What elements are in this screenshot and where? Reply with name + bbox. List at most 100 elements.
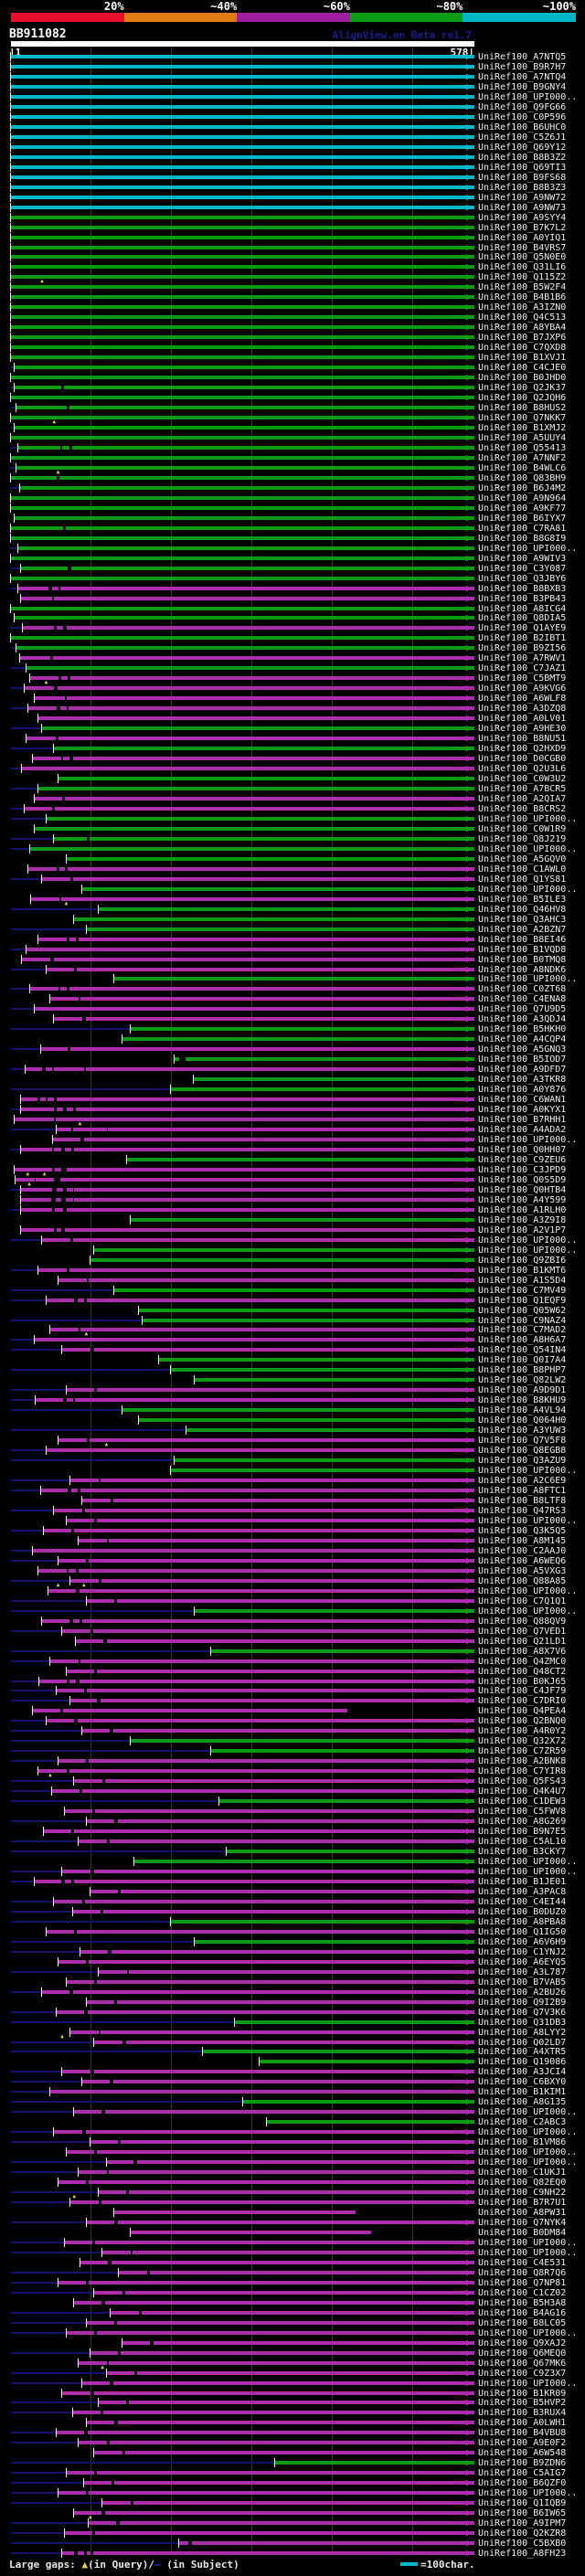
hit-row[interactable]: ▲ ▶ UniRef100_C7MAD2 xyxy=(0,1324,585,1337)
hit-row[interactable]: ▶ UniRef100_B7R7U1 xyxy=(0,2197,585,2209)
hit-row[interactable]: ▲ ▶ UniRef100_C9NH22 xyxy=(0,2187,585,2200)
hit-label[interactable]: UniRef100_Q4K4U7 xyxy=(478,1786,567,1797)
hit-row[interactable]: ▶ UniRef100_A5GNQ3 xyxy=(0,1044,585,1055)
hit-row[interactable]: ▶ UniRef100_UPI000.. xyxy=(0,2378,585,2390)
hit-label[interactable]: UniRef100_Q9ZBI6 xyxy=(478,1255,567,1266)
hit-row[interactable]: ▶ UniRef100_C2ABC3 xyxy=(0,2116,585,2128)
hit-label[interactable]: UniRef100_B0TMQ8 xyxy=(478,954,567,965)
hit-row[interactable]: ▶ UniRef100_C1DEW3 xyxy=(0,1796,585,1807)
hit-row[interactable]: ▲ ▶ UniRef100_B7RHH1 xyxy=(0,1114,585,1127)
hit-label[interactable]: UniRef100_Q7NP81 xyxy=(478,2277,567,2288)
hit-row[interactable]: ▶ UniRef100_UPI000.. xyxy=(0,2487,585,2499)
hit-row[interactable]: ▶ UniRef100_B3CKY7 xyxy=(0,1846,585,1858)
hit-label[interactable]: UniRef100_B8LC05 xyxy=(478,2317,567,2328)
hit-label[interactable]: UniRef100_A8ICG4 xyxy=(478,603,567,614)
hit-row[interactable]: ▶ UniRef100_B8G8I9 xyxy=(0,533,585,545)
hit-label[interactable]: UniRef100_A5GNQ3 xyxy=(478,1044,567,1055)
hit-label[interactable]: UniRef100_A7NTQ4 xyxy=(478,71,567,82)
hit-row[interactable]: ▶ UniRef100_Q4ZMC0 xyxy=(0,1656,585,1668)
hit-row[interactable]: ▶ UniRef100_A6WEQ6 xyxy=(0,1555,585,1567)
hit-row[interactable]: ▶ UniRef100_Q1AYE9 xyxy=(0,622,585,634)
hit-row[interactable]: ▶ UniRef100_Q1IG50 xyxy=(0,1926,585,1938)
hit-row[interactable]: ▶ UniRef100_Q05W62 xyxy=(0,1305,585,1317)
hit-label[interactable]: UniRef100_C7QXD8 xyxy=(478,343,567,354)
hit-row[interactable]: ▶ UniRef100_A9SYY4 xyxy=(0,212,585,224)
hit-label[interactable]: UniRef100_Q32X72 xyxy=(478,1736,567,1747)
hit-label[interactable]: UniRef100_Q3AHC3 xyxy=(478,914,567,925)
hit-row[interactable]: ▶ UniRef100_Q2KZR8 xyxy=(0,2528,585,2539)
hit-row[interactable]: ▶ UniRef100_A9E0F2 xyxy=(0,2437,585,2449)
hit-label[interactable]: UniRef100_UPI000.. xyxy=(478,543,578,554)
hit-label[interactable]: UniRef100_C9NAZ4 xyxy=(478,1315,567,1326)
hit-row[interactable]: ▶ UniRef100_B5W2F4 xyxy=(0,281,585,293)
hit-row[interactable]: ▶ UniRef100_A3QDJ4 xyxy=(0,1013,585,1025)
hit-row[interactable]: ▶ UniRef100_B8KHU9 xyxy=(0,1394,585,1406)
hit-row[interactable]: ▶ UniRef100_Q82EQ0 xyxy=(0,2177,585,2189)
hit-row[interactable]: ▶ UniRef100_Q1EQF9 xyxy=(0,1295,585,1307)
hit-label[interactable]: UniRef100_A3YUW3 xyxy=(478,1426,567,1436)
hit-label[interactable]: UniRef100_B7VAB5 xyxy=(478,1977,567,1988)
hit-label[interactable]: UniRef100_Q1YS81 xyxy=(478,874,567,885)
hit-row[interactable]: ▶ UniRef100_A2C6E9 xyxy=(0,1475,585,1487)
hit-label[interactable]: UniRef100_UPI000.. xyxy=(478,1606,578,1617)
hit-label[interactable]: UniRef100_B9GNY4 xyxy=(478,81,567,92)
hit-label[interactable]: UniRef100_A3DZQ8 xyxy=(478,704,567,715)
hit-row[interactable]: ▶ UniRef100_B8NU51 xyxy=(0,733,585,745)
hit-label[interactable]: UniRef100_A2BZN7 xyxy=(478,924,567,935)
hit-label[interactable]: UniRef100_Q2U3L6 xyxy=(478,764,567,774)
hit-label[interactable]: UniRef100_Q21LD1 xyxy=(478,1636,567,1647)
hit-row[interactable]: ▷ UniRef100_A2V1P7 xyxy=(0,1224,585,1236)
hit-label[interactable]: UniRef100_A3TKR8 xyxy=(478,1075,567,1086)
hit-row[interactable]: ▶ UniRef100_Q7V3K6 xyxy=(0,2007,585,2019)
hit-row[interactable]: ▲ ▶ UniRef100_B5ILE3 xyxy=(0,894,585,906)
hit-label[interactable]: UniRef100_UPI000.. xyxy=(478,91,578,102)
hit-row[interactable]: ▶ UniRef100_C7Q1Q1 xyxy=(0,1595,585,1607)
hit-row[interactable]: ▶ UniRef100_Q88QV9 xyxy=(0,1616,585,1627)
hit-label[interactable]: UniRef100_B8EI46 xyxy=(478,934,567,945)
hit-label[interactable]: UniRef100_B5IOD7 xyxy=(478,1055,567,1065)
hit-row[interactable]: ▶ UniRef100_B4VBU8 xyxy=(0,2427,585,2439)
hit-label[interactable]: UniRef100_Q69Y12 xyxy=(478,142,567,153)
hit-label[interactable]: UniRef100_A2BU26 xyxy=(478,1987,567,1998)
hit-row[interactable]: ▶ UniRef100_UPI000.. xyxy=(0,1606,585,1617)
hit-label[interactable]: UniRef100_D0CGB0 xyxy=(478,754,567,764)
hit-label[interactable]: UniRef100_C4E531 xyxy=(478,2257,567,2268)
hit-row[interactable]: ▶ UniRef100_A9WIV3 xyxy=(0,553,585,565)
hit-label[interactable]: UniRef100_B9FS68 xyxy=(478,172,567,183)
hit-label[interactable]: UniRef100_C9NH22 xyxy=(478,2188,567,2198)
hit-row[interactable]: ▶ UniRef100_C4E531 xyxy=(0,2257,585,2269)
hit-label[interactable]: UniRef100_Q4ZMC0 xyxy=(478,1656,567,1667)
hit-label[interactable]: UniRef100_A9IPM7 xyxy=(478,2518,567,2529)
hit-label[interactable]: UniRef100_A8G135 xyxy=(478,2097,567,2108)
hit-row[interactable]: ▲ ▶ UniRef100_Q7NKK7 xyxy=(0,412,585,425)
hit-label[interactable]: UniRef100_Q064H0 xyxy=(478,1415,567,1426)
hit-label[interactable]: UniRef100_UPI000.. xyxy=(478,2378,578,2389)
hit-row[interactable]: ▶ UniRef100_Q32X72 xyxy=(0,1735,585,1747)
hit-row[interactable]: ▶ UniRef100_A9KF77 xyxy=(0,503,585,514)
hit-row[interactable]: ▶ UniRef100_Q4C513 xyxy=(0,312,585,323)
hit-label[interactable]: UniRef100_B9N7E5 xyxy=(478,1827,567,1837)
hit-label[interactable]: UniRef100_C4JF79 xyxy=(478,1686,567,1697)
hit-row[interactable]: ▶ UniRef100_B9FS68 xyxy=(0,172,585,184)
hit-row[interactable]: ▶ UniRef100_UPI000.. xyxy=(0,2157,585,2168)
hit-label[interactable]: UniRef100_A4XTR5 xyxy=(478,2047,567,2058)
hit-label[interactable]: UniRef100_Q0S5D9 xyxy=(478,1174,567,1185)
hit-row[interactable]: ▲ ▶ UniRef100_C5BMT9 xyxy=(0,673,585,685)
hit-row[interactable]: ▶ UniRef100_UPI000.. xyxy=(0,973,585,985)
hit-label[interactable]: UniRef100_B6QZF0 xyxy=(478,2478,567,2489)
hit-row[interactable]: ▶ UniRef100_Q82LW2 xyxy=(0,1374,585,1386)
hit-label[interactable]: UniRef100_B8LTF8 xyxy=(478,1496,567,1506)
hit-row[interactable]: ▷ UniRef100_Q0HTB4 xyxy=(0,1184,585,1196)
hit-row[interactable]: ▶ UniRef100_Q46HV8 xyxy=(0,904,585,916)
hit-row[interactable]: ▶ UniRef100_C7RA81 xyxy=(0,523,585,535)
hit-row[interactable]: ▶ UniRef100_UPI000.. xyxy=(0,1866,585,1878)
hit-row[interactable]: ▶ UniRef100_A3DZQ8 xyxy=(0,703,585,715)
hit-label[interactable]: UniRef100_B8B3Z2 xyxy=(478,152,567,163)
hit-row[interactable]: ▶ UniRef100_Q3JBY6 xyxy=(0,573,585,585)
hit-row[interactable]: ▶ UniRef100_C1UKJ1 xyxy=(0,2167,585,2178)
hit-row[interactable]: ▶ UniRef100_A4ADA2 xyxy=(0,1124,585,1136)
hit-label[interactable]: UniRef100_Q8J219 xyxy=(478,833,567,844)
hit-row[interactable]: UniRef100_Q4PEA4 xyxy=(0,1706,585,1717)
hit-row[interactable]: ▶ UniRef100_C7ZR59 xyxy=(0,1745,585,1757)
hit-label[interactable]: UniRef100_Q4PEA4 xyxy=(478,1706,567,1717)
